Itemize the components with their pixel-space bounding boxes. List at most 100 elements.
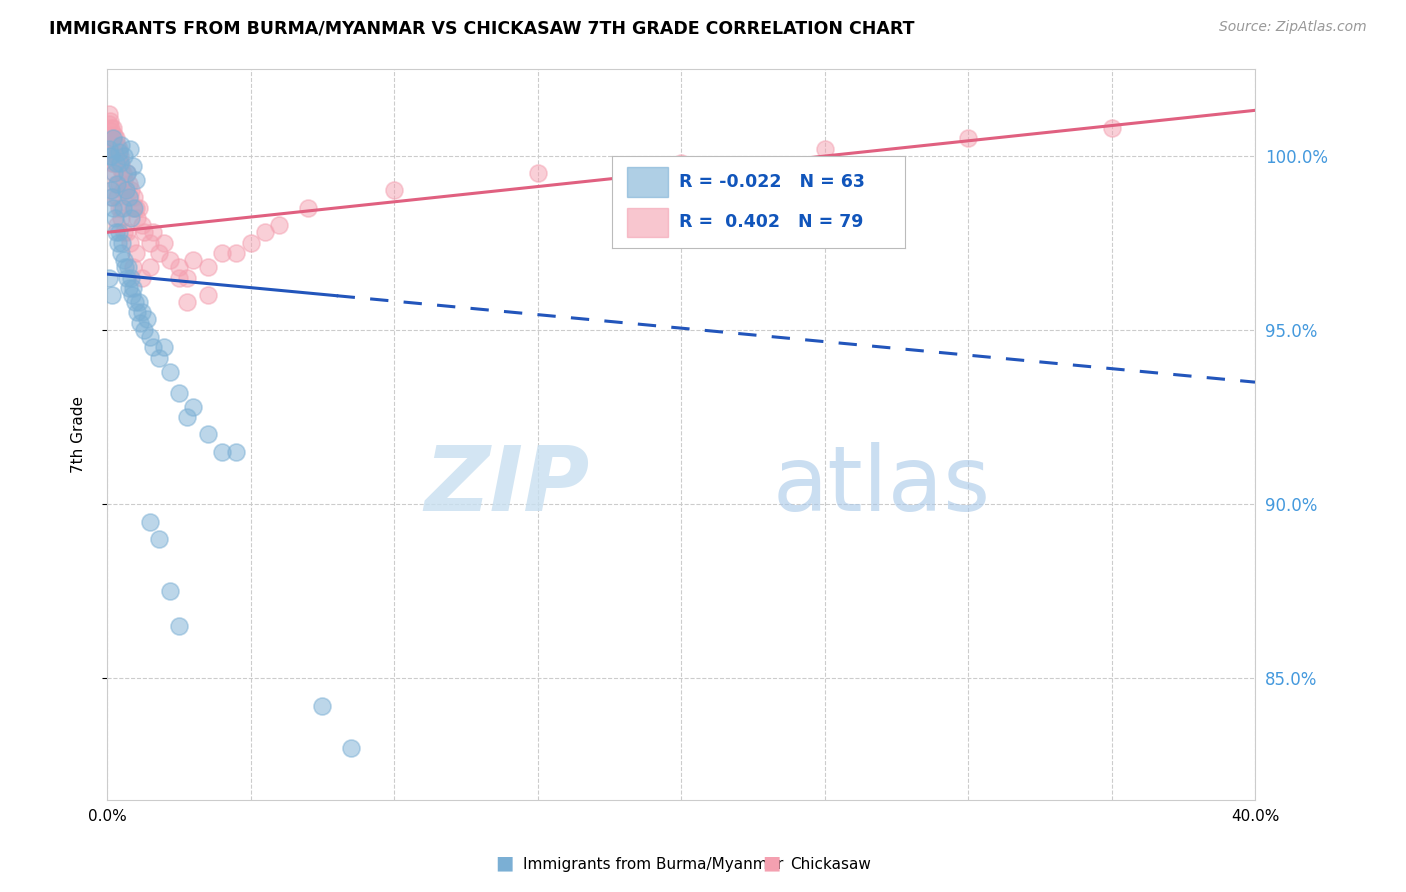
Point xyxy=(105,177,128,191)
Point xyxy=(105,138,128,153)
Point xyxy=(131,270,153,285)
Text: 0.0%: 0.0% xyxy=(87,809,127,824)
Point xyxy=(111,184,134,198)
Point xyxy=(125,201,148,215)
Point xyxy=(114,184,136,198)
Point xyxy=(101,288,124,302)
Point xyxy=(101,155,124,169)
Point xyxy=(176,295,198,310)
Point xyxy=(340,741,363,756)
Point xyxy=(100,184,122,198)
Point xyxy=(139,515,162,529)
Point xyxy=(131,305,153,319)
Point xyxy=(382,184,405,198)
Point xyxy=(127,211,149,226)
Text: R =  0.402   N = 79: R = 0.402 N = 79 xyxy=(679,213,863,231)
Point xyxy=(669,155,692,169)
Point xyxy=(103,135,125,149)
Point xyxy=(211,445,233,459)
Point xyxy=(124,201,146,215)
Point xyxy=(115,166,138,180)
Point xyxy=(107,235,129,250)
Point xyxy=(122,201,145,215)
Bar xyxy=(627,208,668,237)
Point xyxy=(148,351,170,365)
Text: ZIP: ZIP xyxy=(425,442,589,530)
Point xyxy=(118,190,141,204)
Point xyxy=(111,166,134,180)
Point xyxy=(526,166,548,180)
Point xyxy=(142,340,165,354)
Point xyxy=(107,177,129,191)
Point xyxy=(97,142,120,156)
Point xyxy=(114,260,136,274)
Point xyxy=(101,131,124,145)
Point xyxy=(120,270,142,285)
Point xyxy=(159,253,181,268)
Point xyxy=(181,253,204,268)
Point xyxy=(101,131,124,145)
Point xyxy=(111,235,134,250)
Point xyxy=(112,225,135,239)
Point xyxy=(167,385,190,400)
Point xyxy=(181,400,204,414)
Point xyxy=(108,155,131,169)
Point xyxy=(311,699,333,714)
Point xyxy=(100,124,122,138)
Point xyxy=(225,246,247,260)
Point xyxy=(139,330,162,344)
Point xyxy=(107,148,129,162)
Point xyxy=(105,219,128,233)
Point xyxy=(148,246,170,260)
Point xyxy=(139,235,162,250)
Point xyxy=(253,225,276,239)
Text: IMMIGRANTS FROM BURMA/MYANMAR VS CHICKASAW 7TH GRADE CORRELATION CHART: IMMIGRANTS FROM BURMA/MYANMAR VS CHICKAS… xyxy=(49,20,915,37)
Point xyxy=(176,270,198,285)
Point xyxy=(121,184,143,198)
Text: Source: ZipAtlas.com: Source: ZipAtlas.com xyxy=(1219,20,1367,34)
Y-axis label: 7th Grade: 7th Grade xyxy=(72,396,86,473)
Point xyxy=(100,142,122,156)
Point xyxy=(118,235,141,250)
Point xyxy=(100,120,122,135)
Point xyxy=(956,131,979,145)
Point xyxy=(108,225,131,239)
Point xyxy=(128,201,150,215)
Point xyxy=(115,270,138,285)
Point xyxy=(112,253,135,268)
Point xyxy=(129,316,152,330)
Point xyxy=(122,260,145,274)
Point xyxy=(104,155,127,169)
Point xyxy=(139,260,162,274)
Point xyxy=(122,159,145,173)
Point xyxy=(107,142,129,156)
Text: Immigrants from Burma/Myanmar: Immigrants from Burma/Myanmar xyxy=(523,857,783,872)
Point xyxy=(211,246,233,260)
Point xyxy=(98,117,121,131)
Point xyxy=(112,173,135,187)
Point xyxy=(114,184,136,198)
Bar xyxy=(627,168,668,196)
Point xyxy=(117,260,139,274)
Point xyxy=(104,142,127,156)
Point xyxy=(167,619,190,633)
Point xyxy=(131,219,153,233)
Point xyxy=(125,173,148,187)
Text: Chickasaw: Chickasaw xyxy=(790,857,872,872)
Point xyxy=(110,155,132,169)
Point xyxy=(269,219,291,233)
Point xyxy=(297,201,319,215)
Point xyxy=(110,162,132,177)
Point xyxy=(197,427,219,442)
Point xyxy=(98,270,121,285)
Point xyxy=(142,225,165,239)
Point xyxy=(105,225,128,239)
Point xyxy=(105,148,128,162)
Point xyxy=(127,305,149,319)
Point xyxy=(110,201,132,215)
Point xyxy=(103,166,125,180)
Text: atlas: atlas xyxy=(773,442,991,530)
Text: 40.0%: 40.0% xyxy=(1230,809,1279,824)
Point xyxy=(104,177,127,191)
Text: ■: ■ xyxy=(762,854,780,872)
